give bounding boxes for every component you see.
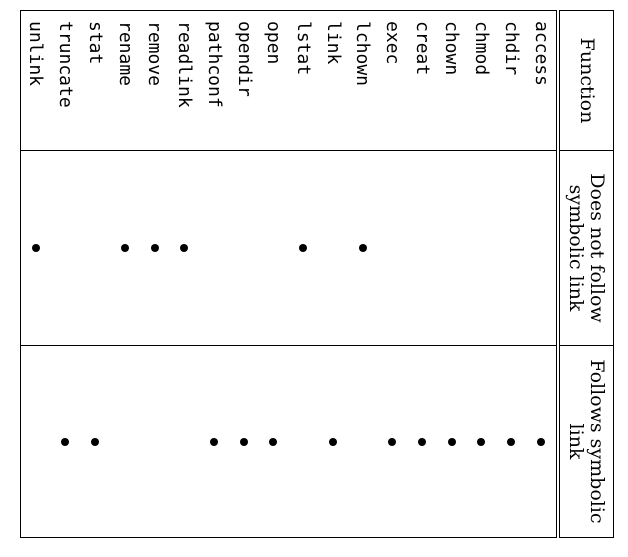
table-row: stat xyxy=(80,10,111,538)
function-name: chown xyxy=(437,10,467,151)
bullet-mark xyxy=(61,437,70,446)
table-row: open xyxy=(258,10,289,538)
follows-cell xyxy=(20,345,51,538)
symlink-function-table: Function Does not follow symbolic link F… xyxy=(20,10,614,538)
does-not-follow-cell xyxy=(466,150,497,346)
function-name: remove xyxy=(140,10,170,151)
function-name: opendir xyxy=(229,10,259,151)
does-not-follow-cell xyxy=(80,150,111,346)
rotated-page: Function Does not follow symbolic link F… xyxy=(20,10,614,538)
does-not-follow-cell xyxy=(140,150,170,346)
table-header: Function Does not follow symbolic link F… xyxy=(558,10,614,538)
table-body: access chdir chmod chown creat xyxy=(20,10,558,538)
follows-cell xyxy=(318,345,348,538)
does-not-follow-cell xyxy=(377,150,408,346)
function-name: readlink xyxy=(169,10,200,151)
function-name: chmod xyxy=(466,10,497,151)
follows-cell xyxy=(377,345,408,538)
table-row: pathconf xyxy=(199,10,230,538)
follows-cell xyxy=(437,345,467,538)
does-not-follow-cell xyxy=(258,150,289,346)
table-row: access xyxy=(526,10,558,538)
bullet-mark xyxy=(388,437,397,446)
follows-cell xyxy=(496,345,527,538)
table-row: chown xyxy=(437,10,467,538)
does-not-follow-cell xyxy=(318,150,348,346)
does-not-follow-cell xyxy=(526,150,558,346)
follows-cell xyxy=(258,345,289,538)
table-row: exec xyxy=(377,10,408,538)
function-name: rename xyxy=(110,10,141,151)
function-name: unlink xyxy=(20,10,51,151)
bullet-mark xyxy=(507,437,516,446)
table-row: chdir xyxy=(496,10,527,538)
header-row: Function Does not follow symbolic link F… xyxy=(558,10,614,538)
table-row: lchown xyxy=(348,10,378,538)
function-name: stat xyxy=(80,10,111,151)
table-row: rename xyxy=(110,10,141,538)
table-row: creat xyxy=(407,10,438,538)
does-not-follow-cell xyxy=(407,150,438,346)
function-name: exec xyxy=(377,10,408,151)
bullet-mark xyxy=(120,244,129,252)
follows-cell xyxy=(110,345,141,538)
table-row: chmod xyxy=(466,10,497,538)
table-row: unlink xyxy=(20,10,51,538)
follows-cell xyxy=(526,345,558,538)
bullet-mark xyxy=(477,437,486,446)
bullet-mark xyxy=(299,244,308,252)
bullet-mark xyxy=(328,437,337,446)
does-not-follow-cell xyxy=(288,150,319,346)
follows-cell xyxy=(140,345,170,538)
function-name: creat xyxy=(407,10,438,151)
function-name: chdir xyxy=(496,10,527,151)
header-function: Function xyxy=(558,10,614,151)
function-name: lstat xyxy=(288,10,319,151)
does-not-follow-cell xyxy=(437,150,467,346)
does-not-follow-cell xyxy=(50,150,81,346)
table-row: lstat xyxy=(288,10,319,538)
does-not-follow-cell xyxy=(20,150,51,346)
function-name: open xyxy=(258,10,289,151)
follows-cell xyxy=(288,345,319,538)
table-row: remove xyxy=(140,10,170,538)
does-not-follow-cell xyxy=(348,150,378,346)
does-not-follow-cell xyxy=(229,150,259,346)
function-name: pathconf xyxy=(199,10,230,151)
function-name: lchown xyxy=(348,10,378,151)
follows-cell xyxy=(466,345,497,538)
function-name: access xyxy=(526,10,558,151)
does-not-follow-cell xyxy=(110,150,141,346)
function-name: truncate xyxy=(50,10,81,151)
follows-cell xyxy=(229,345,259,538)
does-not-follow-cell xyxy=(169,150,200,346)
header-follows: Follows symbolic link xyxy=(558,345,614,538)
bullet-mark xyxy=(150,244,159,252)
follows-cell xyxy=(50,345,81,538)
bullet-mark xyxy=(31,244,40,252)
does-not-follow-cell xyxy=(199,150,230,346)
bullet-mark xyxy=(417,437,426,446)
table-row: link xyxy=(318,10,348,538)
follows-cell xyxy=(348,345,378,538)
bullet-mark xyxy=(180,244,189,252)
function-name: link xyxy=(318,10,348,151)
bullet-mark xyxy=(269,437,278,446)
bullet-mark xyxy=(358,244,367,252)
header-does-not-follow: Does not follow symbolic link xyxy=(558,150,614,346)
table-row: truncate xyxy=(50,10,81,538)
follows-cell xyxy=(169,345,200,538)
table-row: readlink xyxy=(169,10,200,538)
bullet-mark xyxy=(239,437,248,446)
follows-cell xyxy=(80,345,111,538)
bullet-mark xyxy=(447,437,456,446)
bullet-mark xyxy=(536,437,545,446)
bullet-mark xyxy=(210,437,219,446)
table-row: opendir xyxy=(229,10,259,538)
follows-cell xyxy=(407,345,438,538)
follows-cell xyxy=(199,345,230,538)
bullet-mark xyxy=(91,437,100,446)
does-not-follow-cell xyxy=(496,150,527,346)
